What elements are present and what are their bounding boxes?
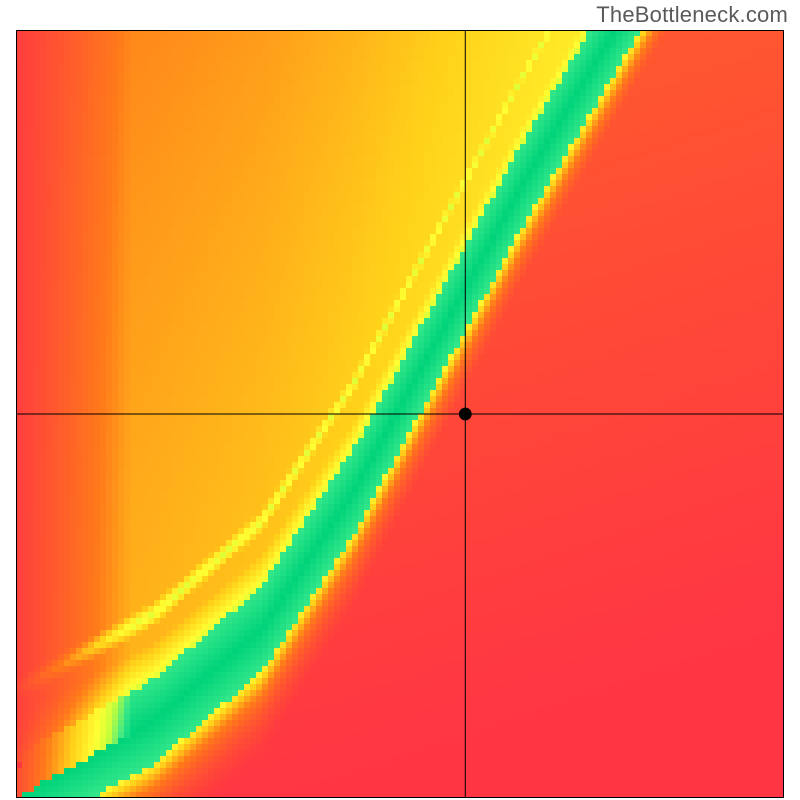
page-root: TheBottleneck.com	[0, 0, 800, 800]
heatmap-canvas	[16, 30, 784, 798]
watermark-text: TheBottleneck.com	[596, 2, 788, 28]
